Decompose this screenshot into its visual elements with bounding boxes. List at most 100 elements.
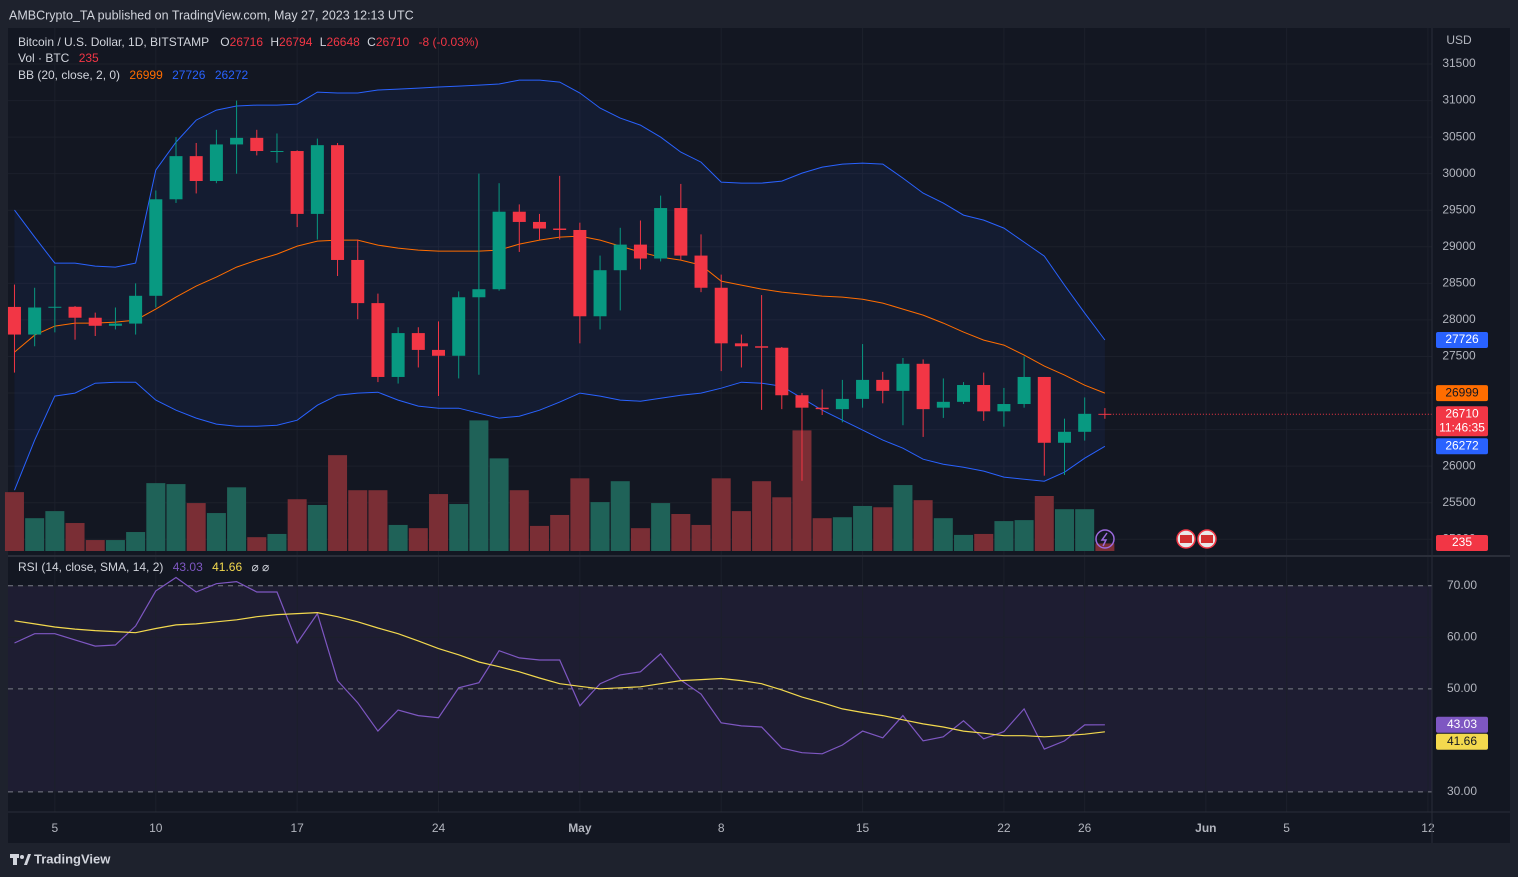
candle-body [1098, 413, 1112, 415]
volume-bar [45, 511, 65, 551]
volume-bar [328, 455, 348, 551]
candle-body [351, 259, 365, 304]
volume-bar [105, 540, 125, 551]
candle-body [492, 211, 506, 290]
volume-bar [590, 502, 610, 551]
ohlc-value: 26648 [326, 35, 360, 49]
volume-bar [570, 478, 590, 551]
x-tick-label: 24 [432, 821, 446, 835]
symbol: Bitcoin / U.S. Dollar, 1D, BITSTAMP [18, 35, 209, 49]
event-icon-bolt [1100, 532, 1108, 547]
ohlc-key: H [270, 35, 279, 49]
currency: USD [1446, 33, 1472, 47]
volume-bar [348, 490, 368, 551]
volume-bar [388, 524, 408, 551]
logo-slash [24, 854, 31, 865]
rsi-tick-label: 60.00 [1447, 629, 1477, 643]
candle-body [310, 145, 324, 214]
candle-body [1017, 376, 1031, 405]
candle-body [371, 303, 385, 377]
volume-legend: Vol · BTC 235 [18, 51, 99, 65]
x-tick-label: 15 [856, 821, 870, 835]
candle-body [230, 137, 244, 145]
candle-body [149, 199, 163, 296]
volume-bar [933, 518, 953, 551]
volume-bar [1095, 543, 1115, 551]
volume-bar [368, 490, 388, 551]
volume-bar [832, 517, 852, 551]
candle-body [391, 333, 405, 377]
candle-body [775, 347, 789, 396]
y-tick-label: 31000 [1442, 93, 1476, 107]
x-tick-label: May [568, 821, 592, 835]
rsi-sma-badge: 41.66 [1447, 734, 1477, 748]
volume-bar [731, 511, 751, 551]
candle-body [876, 379, 890, 391]
candle-body [532, 221, 546, 229]
rsi-value: 43.03 [173, 560, 203, 574]
y-tick-label: 28500 [1442, 276, 1476, 290]
volume-bar [65, 523, 85, 551]
rsi-icons: ⌀ ⌀ [251, 560, 269, 574]
candle-body [48, 306, 62, 308]
volume-bar [166, 484, 186, 551]
candle-body [714, 287, 728, 344]
volume-bar [974, 533, 994, 551]
rsi-sma-badge-bg [1436, 733, 1488, 750]
candle-body [129, 295, 143, 324]
candle-body [795, 395, 809, 408]
event-flag-stripes [1201, 535, 1213, 543]
volume-badge: 235 [1452, 535, 1472, 549]
rsi-line [14, 576, 1105, 755]
bb-lower-badge-bg [1436, 438, 1488, 455]
candle-body [512, 211, 526, 222]
ohlc-value: 26710 [376, 35, 410, 49]
y-tick-label: 31500 [1442, 56, 1476, 70]
candle-body [815, 407, 829, 410]
volume-bar [1034, 495, 1054, 551]
volume-bar [994, 521, 1014, 551]
candle-body [694, 255, 708, 288]
volume-badge-bg [1436, 535, 1488, 551]
volume-name: Vol · BTC [18, 51, 70, 65]
countdown: 11:46:35 [1439, 420, 1485, 434]
candle-body [977, 385, 991, 412]
bb-basis-value: 26999 [129, 68, 163, 82]
y-tick-label: 27500 [1442, 349, 1476, 363]
volume-bar [287, 499, 307, 551]
rsi-sma-value: 41.66 [212, 560, 242, 574]
bb-basis-badge-bg [1436, 385, 1488, 402]
bb-lower [14, 381, 1106, 491]
bb-basis-badge: 26999 [1445, 385, 1479, 399]
volume-bar [1075, 509, 1095, 551]
candle-body [432, 349, 446, 356]
candle-body [209, 144, 223, 181]
x-tick-label: 17 [290, 821, 304, 835]
price-legend: Bitcoin / U.S. Dollar, 1D, BITSTAMP O267… [18, 35, 479, 49]
candle-body [108, 323, 122, 326]
volume-bar [954, 534, 974, 551]
y-tick-label: 29000 [1442, 239, 1476, 253]
candle-body [411, 333, 425, 350]
x-tick-label: 10 [149, 821, 163, 835]
x-tick-label: 5 [52, 821, 59, 835]
volume-bar [509, 490, 529, 551]
volume-bar [772, 497, 792, 551]
rsi-tick-label: 70.00 [1447, 578, 1477, 592]
candle-body [835, 398, 849, 410]
volume-bar [85, 540, 105, 551]
volume-bar [408, 528, 428, 551]
volume-bar [630, 528, 650, 551]
candle-body [553, 228, 567, 230]
bb-lower-badge: 26272 [1445, 438, 1479, 452]
volume-bar [307, 505, 327, 551]
y-tick-label: 30500 [1442, 129, 1476, 143]
candle-body [997, 404, 1011, 412]
rsi-badge-bg [1436, 716, 1488, 733]
candle-body [7, 306, 21, 335]
candle-body [593, 270, 607, 317]
candle-body [613, 244, 627, 271]
candle-body [1037, 376, 1051, 443]
y-tick-label: 28000 [1442, 312, 1476, 326]
candle-body [331, 145, 345, 260]
